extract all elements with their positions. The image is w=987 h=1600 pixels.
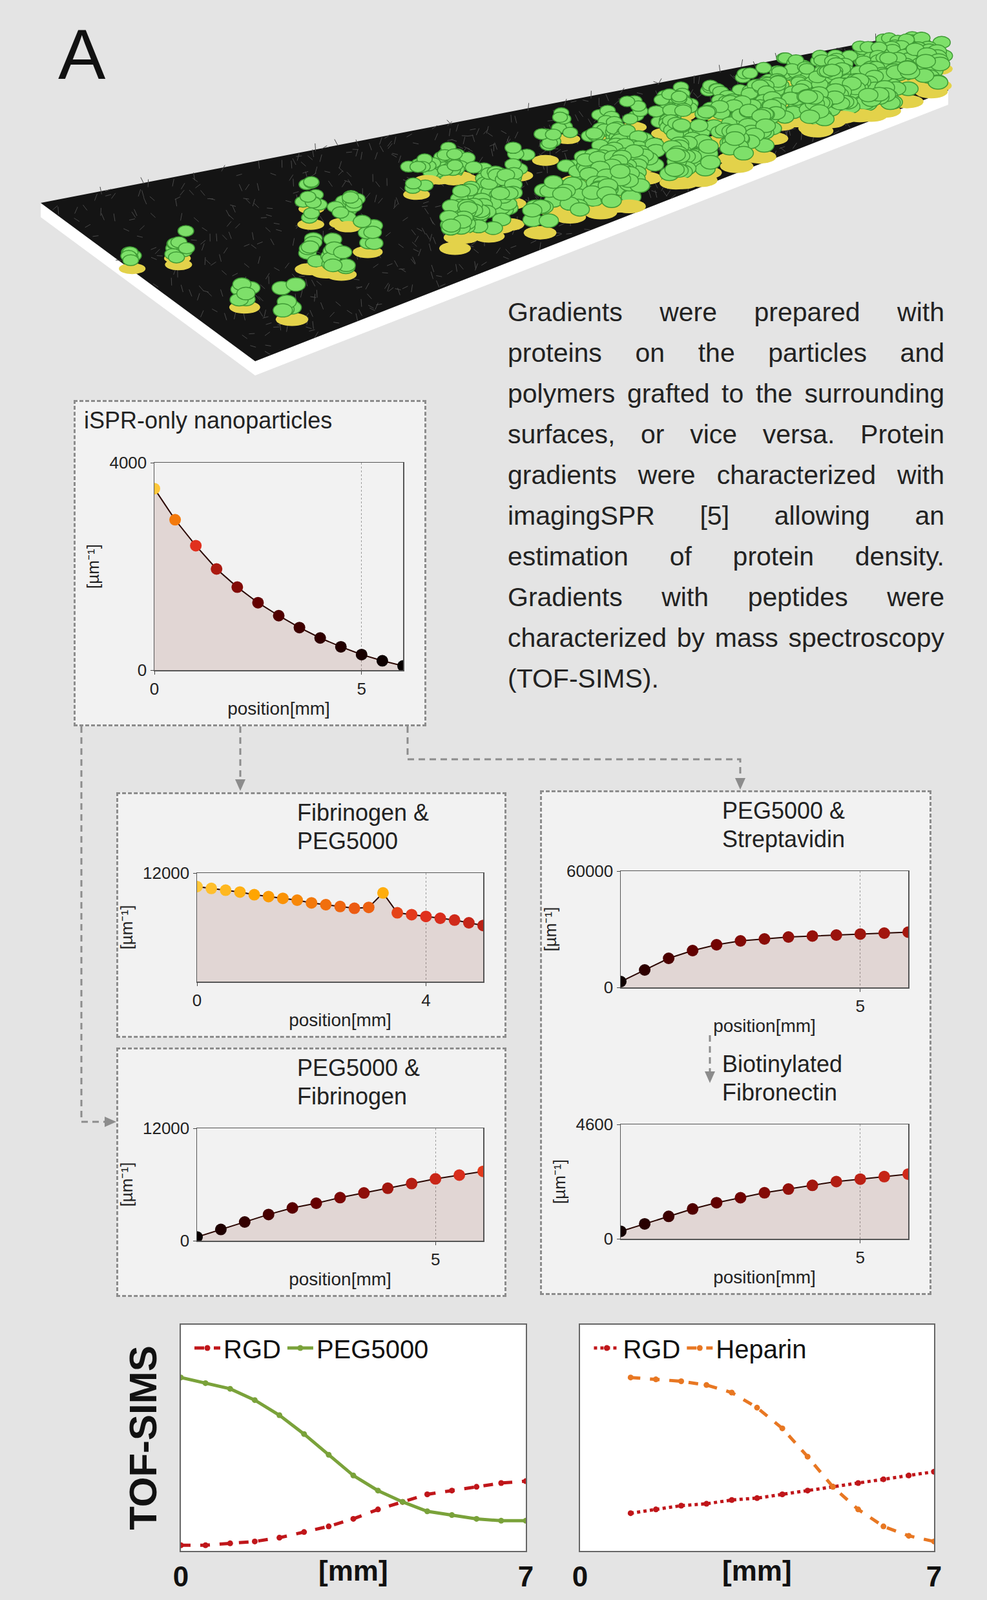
svg-text:[µm⁻¹]: [µm⁻¹] <box>116 904 137 950</box>
svg-text:0: 0 <box>173 1559 189 1592</box>
svg-text:position[mm]: position[mm] <box>227 698 331 719</box>
svg-text:position[mm]: position[mm] <box>288 1268 392 1289</box>
svg-text:[µm⁻¹]: [µm⁻¹] <box>540 906 561 952</box>
svg-text:[µm⁻¹]: [µm⁻¹] <box>83 543 103 589</box>
svg-text:7: 7 <box>518 1559 534 1592</box>
svg-text:60000: 60000 <box>566 861 613 881</box>
html-text:PEG5000 & Streptavidin: PEG5000 & Streptavidin <box>722 797 845 852</box>
svg-text:4600: 4600 <box>575 1114 613 1134</box>
svg-text:[µm⁻¹]: [µm⁻¹] <box>549 1158 570 1204</box>
svg-text:5: 5 <box>855 996 865 1016</box>
svg-text:5: 5 <box>357 678 367 699</box>
svg-text:PEG5000: PEG5000 <box>316 1334 429 1363</box>
svg-text:[mm]: [mm] <box>318 1554 389 1586</box>
svg-text:0: 0 <box>137 660 147 680</box>
svg-text:4000: 4000 <box>109 452 147 473</box>
svg-text:position[mm]: position[mm] <box>713 1266 816 1287</box>
svg-text:RGD: RGD <box>622 1334 681 1363</box>
html-text:iSPR-only nanoparticles: iSPR-only nanoparticles <box>83 406 333 434</box>
svg-text:TOF-SIMS: TOF-SIMS <box>121 1344 165 1530</box>
html-text:Biotinylated Fibronectin: Biotinylated Fibronectin <box>722 1050 843 1106</box>
svg-text:Heparin: Heparin <box>715 1334 807 1363</box>
html-text:Fibrinogen & PEG5000: Fibrinogen & PEG5000 <box>297 799 429 854</box>
svg-text:0: 0 <box>603 977 613 997</box>
svg-text:[mm]: [mm] <box>722 1554 792 1586</box>
svg-text:12000: 12000 <box>142 862 190 883</box>
html-text:A: A <box>58 14 106 94</box>
svg-text:4: 4 <box>421 990 431 1010</box>
svg-text:RGD: RGD <box>223 1334 281 1363</box>
svg-text:7: 7 <box>926 1559 942 1592</box>
svg-text:0: 0 <box>572 1559 588 1592</box>
svg-text:0: 0 <box>180 1230 190 1250</box>
svg-text:5: 5 <box>430 1249 440 1269</box>
svg-text:0: 0 <box>149 678 159 699</box>
html-text:Gradients were prepared with p: Gradients were prepared with proteins on… <box>507 297 945 694</box>
svg-text:[µm⁻¹]: [µm⁻¹] <box>116 1162 137 1207</box>
svg-text:position[mm]: position[mm] <box>713 1015 816 1036</box>
svg-text:5: 5 <box>855 1247 865 1267</box>
svg-text:position[mm]: position[mm] <box>288 1009 392 1030</box>
svg-text:12000: 12000 <box>142 1118 190 1138</box>
html-text:PEG5000 & Fibrinogen: PEG5000 & Fibrinogen <box>297 1054 420 1110</box>
svg-text:0: 0 <box>603 1228 613 1248</box>
svg-text:0: 0 <box>192 990 202 1010</box>
